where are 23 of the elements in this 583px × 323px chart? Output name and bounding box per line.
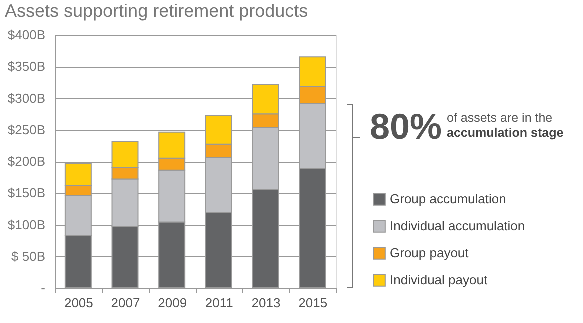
x-tick-label: 2009 <box>158 296 188 310</box>
x-tick-label: 2005 <box>64 296 94 310</box>
y-tick-label: $300B <box>8 90 46 106</box>
y-tick-label: $150B <box>8 186 46 201</box>
text: of assets are in the <box>447 111 553 125</box>
y-tick-label: $ 50B <box>12 248 46 264</box>
x-tick-label: 2007 <box>111 296 140 310</box>
chart-title: Assets supporting retirement products <box>5 1 308 21</box>
legend-label: Group payout <box>390 246 470 260</box>
y-tick-label: $200B <box>8 154 46 169</box>
x-tick-label: 2015 <box>298 296 328 310</box>
text: accumulation stage <box>447 126 564 140</box>
y-tick-label: $250B <box>8 122 46 138</box>
y-tick-label: - <box>41 280 46 296</box>
y-tick-label: $400B <box>8 28 46 42</box>
y-tick-label: $100B <box>8 217 46 232</box>
x-tick-label: 2011 <box>205 296 234 310</box>
legend-label: Group accumulation <box>390 192 506 206</box>
x-tick-label: 2013 <box>252 296 281 310</box>
text: 80% <box>370 106 442 147</box>
y-tick-label: $350B <box>8 59 46 74</box>
legend-label: Individual payout <box>390 272 488 288</box>
legend-label: Individual accumulation <box>390 218 526 234</box>
